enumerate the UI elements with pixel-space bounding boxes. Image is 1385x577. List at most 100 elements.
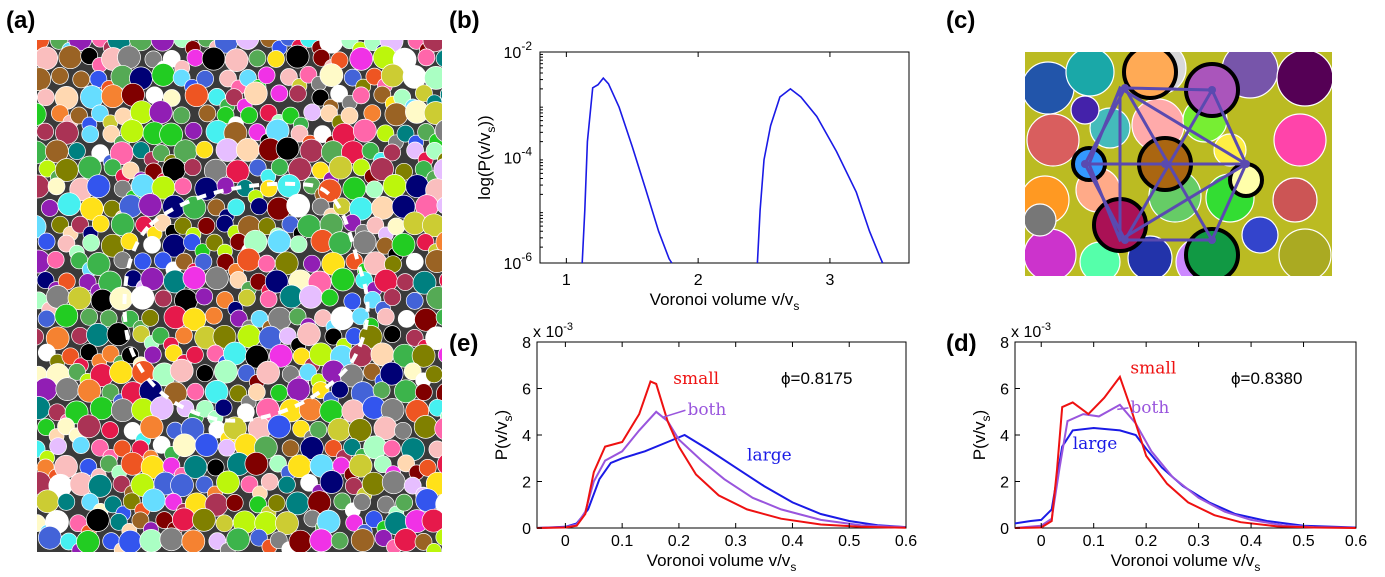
disk: [313, 125, 332, 143]
disk: [1272, 177, 1318, 223]
disk: [348, 453, 373, 478]
disk: [330, 306, 355, 331]
disk: [448, 399, 471, 422]
disk: [421, 508, 442, 533]
disk: [452, 96, 467, 111]
disk: [435, 493, 442, 515]
disk: [91, 144, 110, 162]
series-line-small: [536, 380, 907, 529]
disk: [380, 63, 405, 88]
disk: [235, 40, 260, 50]
disk: [361, 142, 380, 160]
disk: [229, 384, 247, 403]
disk: [224, 48, 249, 72]
disk: [51, 67, 69, 85]
disk: [207, 198, 226, 217]
disk: [81, 493, 99, 511]
disk: [459, 49, 476, 66]
series-label-large: large: [747, 446, 792, 466]
disk: [428, 440, 442, 459]
disk: [425, 365, 442, 384]
disk: [148, 100, 173, 125]
disk: [286, 193, 311, 218]
disk: [449, 33, 466, 50]
disk: [327, 417, 352, 442]
disk: [376, 495, 395, 514]
disk: [175, 252, 193, 271]
disk: [106, 322, 131, 347]
disk: [434, 417, 442, 440]
disk: [406, 141, 424, 160]
disk: [278, 475, 296, 494]
disk: [448, 207, 463, 222]
disk: [257, 254, 276, 273]
disk: [1241, 216, 1279, 254]
x-tick-label: 1: [562, 272, 571, 289]
disk: [172, 507, 196, 532]
disk: [71, 215, 89, 234]
disk: [281, 439, 300, 458]
disk: [82, 233, 100, 252]
disk: [269, 531, 288, 550]
disk: [270, 158, 289, 176]
disk: [109, 513, 128, 531]
disk: [118, 529, 143, 552]
disk: [394, 421, 412, 440]
disk: [343, 68, 362, 87]
lattice-node: [1161, 160, 1169, 168]
disk: [286, 377, 311, 402]
disk: [1025, 203, 1057, 237]
y-tick-label: 0: [1000, 521, 1009, 538]
disk: [328, 155, 353, 180]
disk: [343, 438, 361, 456]
series-label-large: large: [1073, 434, 1118, 454]
disk: [353, 493, 371, 511]
disk: [149, 396, 174, 420]
disk: [214, 359, 238, 384]
disk: [383, 325, 402, 343]
y-tick-label: 8: [522, 335, 531, 352]
disk: [422, 40, 442, 53]
disk: [299, 363, 317, 382]
disk: [348, 418, 372, 442]
y-tick-label: 10-6: [504, 250, 533, 273]
disk: [415, 84, 433, 103]
disk: [248, 49, 267, 68]
disk: [331, 380, 349, 399]
disk: [103, 158, 122, 177]
disk: [130, 285, 155, 310]
disk: [195, 475, 214, 494]
disk: [79, 343, 98, 362]
plot-area: [1014, 341, 1357, 529]
disk: [139, 528, 164, 552]
disk: [195, 287, 214, 306]
x-tick-label: 0: [561, 533, 570, 550]
disk: [162, 89, 181, 107]
disk: [435, 50, 442, 67]
disk: [471, 59, 486, 74]
disk: [37, 102, 47, 126]
disk: [151, 326, 170, 345]
disk: [352, 158, 371, 177]
disk: [37, 489, 60, 514]
disk: [436, 197, 442, 214]
disk: [373, 85, 392, 104]
disk: [411, 343, 436, 368]
disk: [91, 104, 109, 123]
disk: [195, 140, 214, 159]
disk: [182, 266, 207, 290]
disk: [435, 383, 442, 405]
disk: [258, 217, 276, 236]
x-tick-label: 3: [825, 272, 834, 289]
disk: [46, 250, 65, 269]
series-label-both: both: [1130, 398, 1169, 418]
disk: [433, 158, 442, 182]
disk: [85, 508, 110, 532]
neighbor-disk: [1122, 52, 1178, 100]
disk: [169, 358, 194, 383]
disk: [455, 304, 478, 327]
disk: [425, 249, 442, 273]
disk: [57, 234, 76, 253]
disk: [183, 158, 202, 177]
disk: [139, 415, 164, 440]
